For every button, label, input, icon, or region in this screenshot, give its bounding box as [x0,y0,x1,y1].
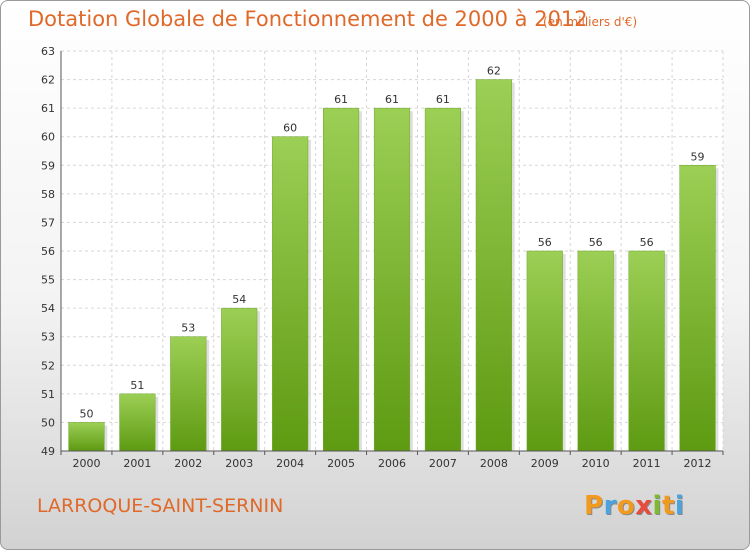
y-tick-label: 50 [41,416,55,429]
bar-2001 [119,393,156,452]
bar-2009 [526,250,563,452]
labels: 50 51 53 54 60 61 61 61 62 56 56 56 59 [79,65,704,421]
y-tick-label: 62 [41,74,55,87]
chart-title: Dotation Globale de Fonctionnement de 20… [28,7,588,31]
value-label: 62 [487,65,501,78]
logo-letter: i [652,491,662,521]
value-label: 60 [283,122,297,135]
logo-letter: i [674,491,685,521]
x-tick-label: 2008 [480,457,508,470]
bars [68,79,719,452]
bar-2007 [424,107,461,452]
x-tick-label: 2005 [327,457,355,470]
y-tick-label: 53 [41,331,55,344]
x-tick-label: 2001 [123,457,151,470]
y-tick-label: 55 [41,274,55,287]
x-tick-label: 2000 [72,457,100,470]
logo-letter: t [661,491,675,521]
value-label: 61 [436,93,450,106]
bar-2010 [577,250,614,452]
bar-2006 [373,107,411,452]
value-label: 56 [538,236,552,249]
y-tick-label: 61 [41,102,55,115]
value-label: 56 [589,236,603,249]
y-tick-label: 58 [41,188,55,201]
y-tick-label: 52 [41,359,55,372]
value-label: 50 [79,407,93,420]
x-tick-label: 2002 [174,457,202,470]
y-tick-label: 57 [41,216,55,229]
bar-2012 [679,165,716,452]
x-tick-label: 2012 [684,457,712,470]
x-tick-label: 2011 [633,457,661,470]
bar-2000 [68,422,105,452]
y-tick-label: 63 [41,45,55,58]
commune-name: LARROQUE-SAINT-SERNIN [37,495,284,517]
logo-letter: o [616,491,636,521]
bar-2011 [628,250,665,452]
y-tick-label: 49 [41,445,55,458]
chart-subtitle: (en milliers d'€) [543,15,638,29]
y-tick-label: 60 [41,131,55,144]
bar-2003 [221,307,258,452]
value-label: 53 [181,322,195,335]
proxiti-logo[interactable]: Proxiti [584,491,684,521]
value-label: 54 [232,293,246,306]
value-label: 51 [130,379,144,392]
value-label: 61 [385,93,399,106]
x-tick-label: 2004 [276,457,304,470]
x-tick-label: 2009 [531,457,559,470]
logo-letter: P [584,491,604,521]
bar-2005 [323,107,360,452]
axes: 49 50 51 52 53 54 55 56 57 58 59 60 61 62 63 2000 2001 20… [41,45,724,470]
x-tick-label: 2010 [582,457,610,470]
bar-2004 [272,136,309,452]
x-tick-label: 2007 [429,457,457,470]
value-label: 61 [334,93,348,106]
logo-letter: r [603,491,617,521]
y-tick-label: 51 [41,388,55,401]
x-tick-label: 2006 [378,457,406,470]
logo-letter: x [635,491,653,521]
value-label: 56 [640,236,654,249]
value-label: 59 [691,150,705,163]
y-tick-label: 56 [41,245,55,258]
x-tick-label: 2003 [225,457,253,470]
y-tick-label: 59 [41,159,55,172]
y-tick-label: 54 [41,302,55,315]
bar-2002 [170,336,207,452]
bar-2008 [475,79,512,452]
